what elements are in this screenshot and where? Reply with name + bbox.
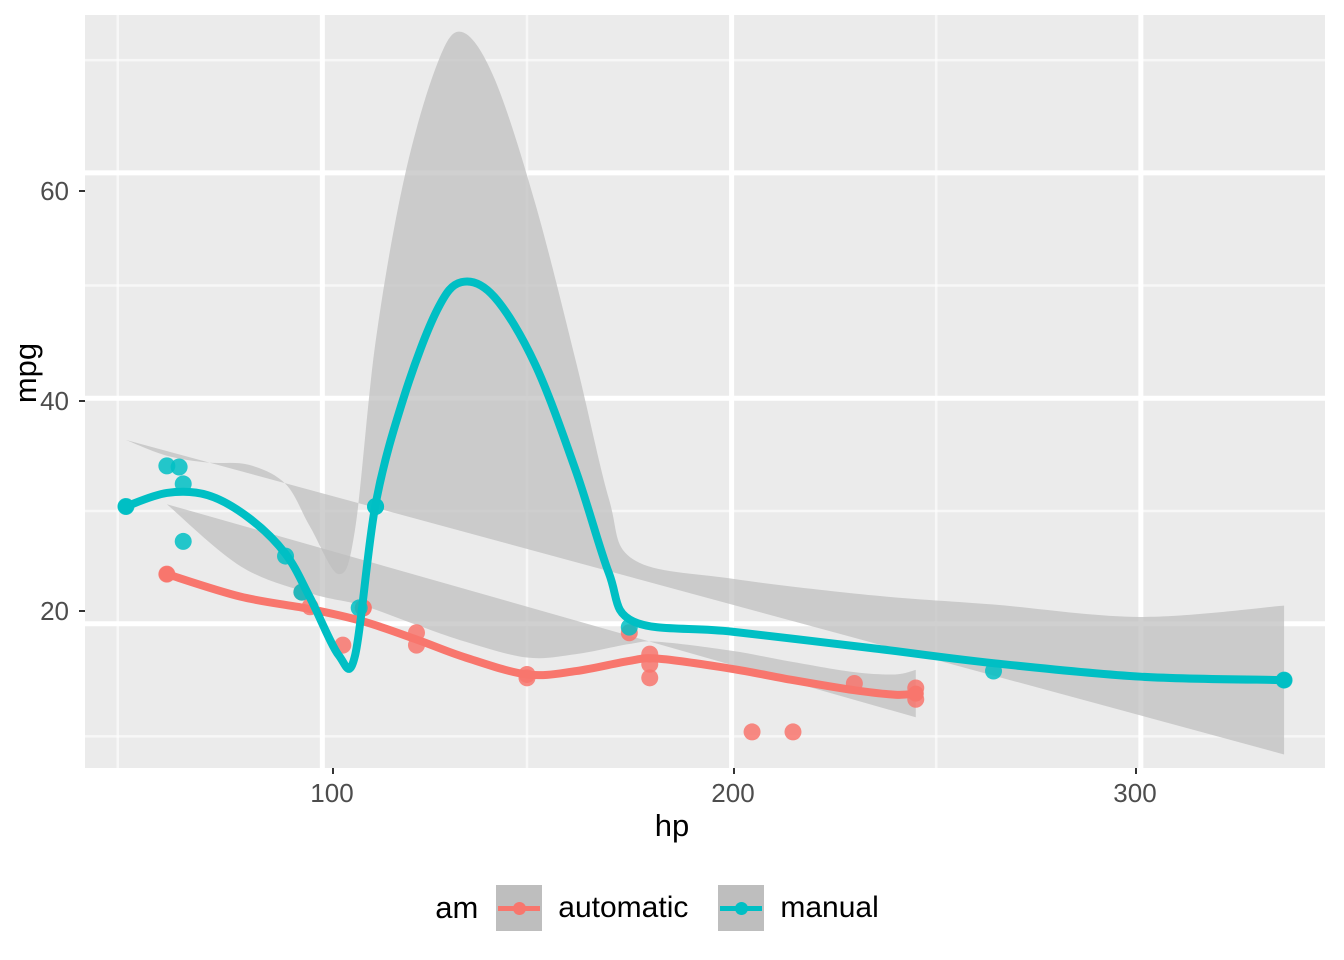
y-tick-label-60: 60 xyxy=(40,176,69,206)
trend-line-endpoint-automatic xyxy=(907,685,924,702)
data-point-manual xyxy=(170,458,188,476)
x-axis-title: hp xyxy=(654,808,690,843)
legend-item-manual[interactable]: manual xyxy=(718,885,908,931)
x-tick-label-200: 200 xyxy=(711,778,755,808)
legend-title: am xyxy=(435,890,479,925)
data-point-automatic xyxy=(641,669,659,687)
legend-key-automatic xyxy=(496,885,543,931)
y-tick-mark-20 xyxy=(79,610,85,612)
legend-label-automatic: automatic xyxy=(558,891,689,924)
legend-item-automatic[interactable]: automatic xyxy=(496,885,718,931)
x-tick-label-300: 300 xyxy=(1113,778,1157,808)
legend: am automatic manual xyxy=(0,885,1344,931)
data-point-automatic xyxy=(743,723,761,741)
trend-line-endpoint-automatic xyxy=(158,566,175,583)
x-tick-mark-300 xyxy=(1135,768,1137,774)
x-tick-mark-200 xyxy=(733,768,735,774)
plot-panel xyxy=(85,15,1325,768)
y-tick-mark-40 xyxy=(79,400,85,402)
legend-key-dot-manual xyxy=(734,901,748,915)
y-tick-mark-60 xyxy=(79,190,85,192)
y-axis-title: mpg xyxy=(8,342,43,404)
data-point-manual xyxy=(158,457,176,475)
y-tick-label-20: 20 xyxy=(40,596,69,626)
confidence-ribbon-manual xyxy=(125,31,1285,755)
plot-canvas xyxy=(85,15,1325,768)
x-tick-mark-100 xyxy=(332,768,334,774)
trend-line-endpoint-manual xyxy=(1276,672,1293,689)
confidence-ribbon-automatic xyxy=(166,504,916,718)
data-point-automatic xyxy=(784,723,802,741)
legend-key-dot-automatic xyxy=(512,901,526,915)
y-tick-label-40: 40 xyxy=(40,386,69,416)
data-point-manual xyxy=(174,532,192,550)
legend-label-manual: manual xyxy=(780,891,879,924)
trend-line-manual xyxy=(121,277,1289,685)
legend-key-manual xyxy=(718,885,765,931)
x-tick-label-100: 100 xyxy=(310,778,354,808)
trend-line-endpoint-manual xyxy=(117,498,134,515)
